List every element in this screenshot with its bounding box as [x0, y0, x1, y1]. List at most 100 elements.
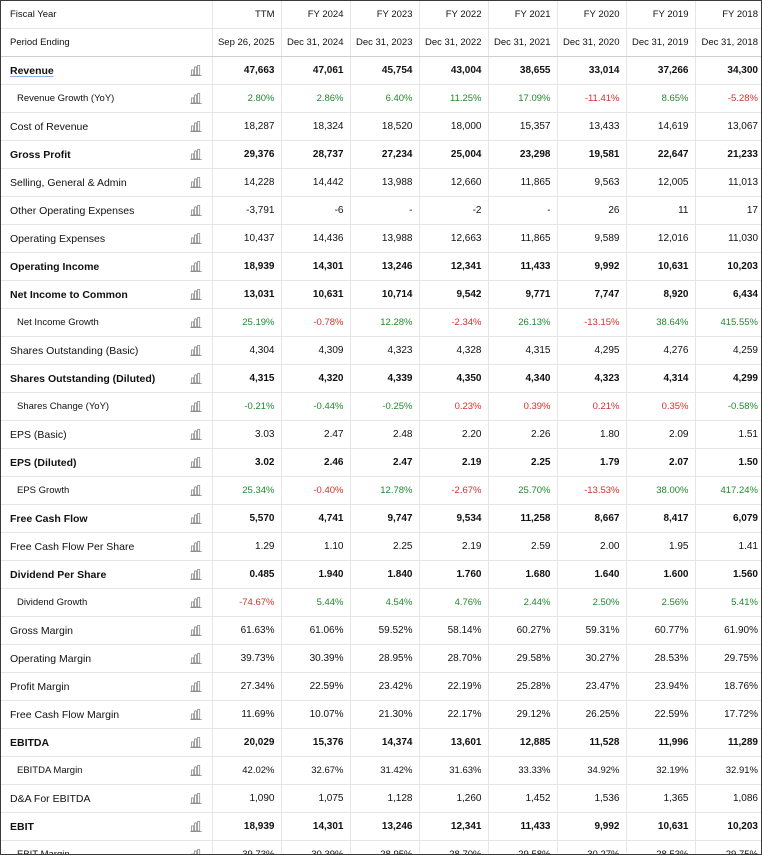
table-cell: 59.52% [350, 616, 420, 645]
bar-chart-icon[interactable] [189, 569, 202, 580]
table-cell: 6.40% [350, 84, 420, 113]
table-cell: 38.64% [626, 308, 696, 337]
bar-chart-icon[interactable] [189, 429, 202, 440]
table-cell: 23.47% [557, 672, 627, 701]
column-header-year: FY 2024 [281, 1, 351, 29]
table-cell: 6,434 [695, 280, 761, 309]
table-cell: 0.39% [488, 392, 558, 421]
bar-chart-icon[interactable] [189, 653, 202, 664]
table-cell: 4,323 [557, 364, 627, 393]
table-cell: 61.06% [281, 616, 351, 645]
table-cell: 28.53% [626, 840, 696, 854]
bar-chart-icon[interactable] [189, 681, 202, 692]
bar-chart-icon[interactable] [189, 793, 202, 804]
table-row-shares-outstanding-diluted: Shares Outstanding (Diluted) 4,315 4,320 4,… [1, 364, 761, 393]
table-cell: 9,992 [557, 812, 627, 841]
row-label-link[interactable]: Revenue [10, 64, 54, 77]
table-cell: 7,747 [557, 280, 627, 309]
bar-chart-icon[interactable] [189, 345, 202, 356]
column-header-year: FY 2021 [488, 1, 558, 29]
bar-chart-icon[interactable] [189, 765, 202, 776]
table-cell: -0.40% [281, 476, 351, 505]
table-cell: 45,754 [350, 56, 420, 85]
row-label-text: Dividend Growth [17, 597, 88, 608]
table-cell: 30.39% [281, 840, 351, 854]
bar-chart-icon[interactable] [189, 65, 202, 76]
table-cell: 31.42% [350, 756, 420, 785]
table-cell: 23.94% [626, 672, 696, 701]
bar-chart-icon[interactable] [189, 233, 202, 244]
row-label: Free Cash Flow Per Share [1, 532, 213, 561]
row-label: Cost of Revenue [1, 112, 213, 141]
bar-chart-icon[interactable] [189, 289, 202, 300]
bar-chart-icon[interactable] [189, 513, 202, 524]
bar-chart-icon[interactable] [189, 457, 202, 468]
table-cell: 14,374 [350, 728, 420, 757]
table-cell: - [350, 196, 420, 225]
fiscal-year-label: Fiscal Year [1, 1, 213, 29]
table-cell: 38,655 [488, 56, 558, 85]
table-row-ebitda: EBITDA 20,029 15,376 14,374 13,601 12,885 11,5… [1, 728, 761, 757]
table-cell: 47,663 [212, 56, 282, 85]
table-cell: 13,031 [212, 280, 282, 309]
table-cell: 61.63% [212, 616, 282, 645]
table-cell: 43,004 [419, 56, 489, 85]
table-row-revenue: Revenue 47,663 47,061 45,754 43,004 38,655 33,… [1, 56, 761, 85]
table-cell: 2.46 [281, 448, 351, 477]
row-label: Dividend Growth [1, 588, 213, 617]
row-label: Operating Expenses [1, 224, 213, 253]
row-label-text: EPS (Diluted) [10, 456, 77, 469]
bar-chart-icon[interactable] [189, 709, 202, 720]
table-cell: 38.00% [626, 476, 696, 505]
table-cell: 13,601 [419, 728, 489, 757]
bar-chart-icon[interactable] [189, 625, 202, 636]
row-label-text: EPS Growth [17, 485, 70, 496]
table-cell: 2.00 [557, 532, 627, 561]
table-cell: 13,988 [350, 168, 420, 197]
table-row-operating-expenses: Operating Expenses 10,437 14,436 13,988 12,6… [1, 224, 761, 253]
table-cell: 1.29 [212, 532, 282, 561]
bar-chart-icon[interactable] [190, 849, 202, 855]
table-row-dividend-growth: Dividend Growth -74.67% 5.44% 4.54% 4.76% 2.4… [1, 588, 761, 617]
table-row-ebit-margin: EBIT Margin 39.73% 30.39% 28.95% 28.70% 29.58… [1, 840, 761, 855]
bar-chart-icon[interactable] [189, 737, 202, 748]
bar-chart-icon[interactable] [189, 821, 202, 832]
row-label-text: D&A For EBITDA [10, 792, 91, 805]
bar-chart-icon[interactable] [189, 93, 202, 104]
table-cell: 13,433 [557, 112, 627, 141]
table-cell: 30.27% [557, 644, 627, 673]
bar-chart-icon[interactable] [189, 401, 202, 412]
table-cell: -5.28% [695, 84, 761, 113]
table-cell: 30.27% [557, 840, 627, 854]
bar-chart-icon[interactable] [189, 485, 202, 496]
table-cell: 11,433 [488, 252, 558, 281]
bar-chart-icon[interactable] [189, 373, 202, 384]
table-cell: 11.69% [212, 700, 282, 729]
table-cell: 22.19% [419, 672, 489, 701]
table-cell: 29.12% [488, 700, 558, 729]
bar-chart-icon[interactable] [189, 261, 202, 272]
table-cell: 30.39% [281, 644, 351, 673]
table-cell: -2.34% [419, 308, 489, 337]
table-cell: 23,298 [488, 140, 558, 169]
bar-chart-icon[interactable] [189, 177, 202, 188]
bar-chart-icon[interactable] [189, 541, 202, 552]
table-cell: 13,067 [695, 112, 761, 141]
table-cell: -0.44% [281, 392, 351, 421]
bar-chart-icon[interactable] [189, 317, 202, 328]
table-cell: -13.15% [557, 308, 627, 337]
table-row-operating-income: Operating Income 18,939 14,301 13,246 12,341… [1, 252, 761, 281]
table-cell: 25.28% [488, 672, 558, 701]
table-cell: 2.44% [488, 588, 558, 617]
bar-chart-icon[interactable] [189, 597, 202, 608]
table-cell: 4,328 [419, 336, 489, 365]
table-cell: 29.75% [695, 840, 761, 854]
table-cell: 11,433 [488, 812, 558, 841]
bar-chart-icon[interactable] [189, 205, 202, 216]
table-cell: 29.75% [695, 644, 761, 673]
bar-chart-icon[interactable] [189, 149, 202, 160]
table-cell: 0.35% [626, 392, 696, 421]
bar-chart-icon[interactable] [189, 121, 202, 132]
row-label-text: Free Cash Flow Per Share [10, 540, 135, 553]
table-cell: 1.95 [626, 532, 696, 561]
